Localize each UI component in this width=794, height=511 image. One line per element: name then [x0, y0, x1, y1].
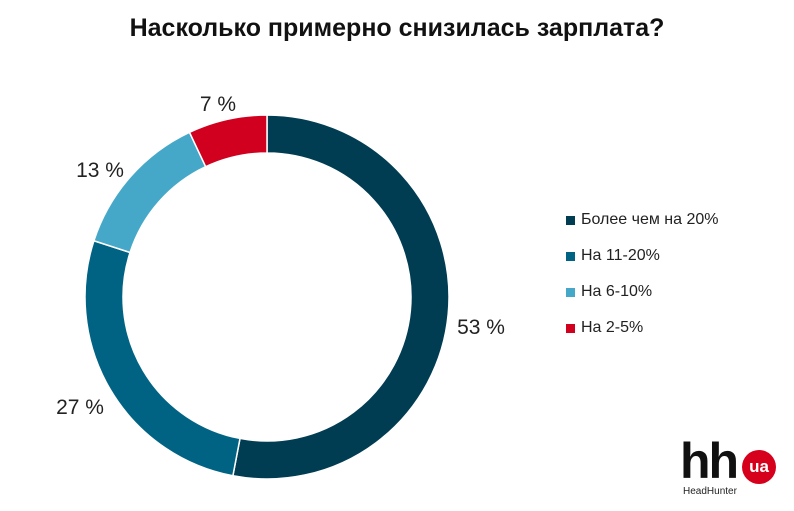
legend-item: На 2-5% — [566, 310, 719, 346]
logo-subtitle: HeadHunter — [683, 486, 737, 497]
legend-label: Более чем на 20% — [581, 211, 719, 228]
legend: Более чем на 20% На 11-20% На 6-10% На 2-5% — [566, 202, 719, 346]
slice-data-label: 27 % — [56, 396, 104, 419]
slice-data-label: 13 % — [76, 159, 124, 182]
legend-item: На 11-20% — [566, 238, 719, 274]
donut-slice — [232, 114, 450, 480]
logo-hh-mark: hh — [680, 433, 739, 489]
slice-data-label: 7 % — [200, 93, 236, 116]
slice-labels: 53 % 27 % 13 % 7 % — [56, 93, 505, 419]
chart-title: Насколько примерно снизилась зарплата? — [129, 14, 665, 42]
headhunter-logo: hh ua HeadHunter — [680, 433, 780, 500]
legend-swatch — [566, 251, 575, 261]
legend-label: На 6-10% — [581, 283, 653, 300]
donut-slice — [188, 114, 268, 168]
slice-data-label: 53 % — [457, 316, 505, 339]
logo-ua-text: ua — [749, 457, 769, 476]
legend-label: На 2-5% — [581, 319, 644, 336]
legend-swatch — [566, 215, 575, 225]
donut-slices — [84, 114, 450, 480]
legend-item: Более чем на 20% — [566, 202, 719, 238]
legend-swatch — [566, 287, 575, 297]
legend-label: На 11-20% — [581, 247, 660, 264]
legend-swatch — [566, 323, 575, 333]
donut-slice — [84, 239, 241, 477]
logo-ua-badge: ua — [742, 450, 776, 484]
legend-item: На 6-10% — [566, 274, 719, 310]
donut-slice — [92, 131, 207, 254]
